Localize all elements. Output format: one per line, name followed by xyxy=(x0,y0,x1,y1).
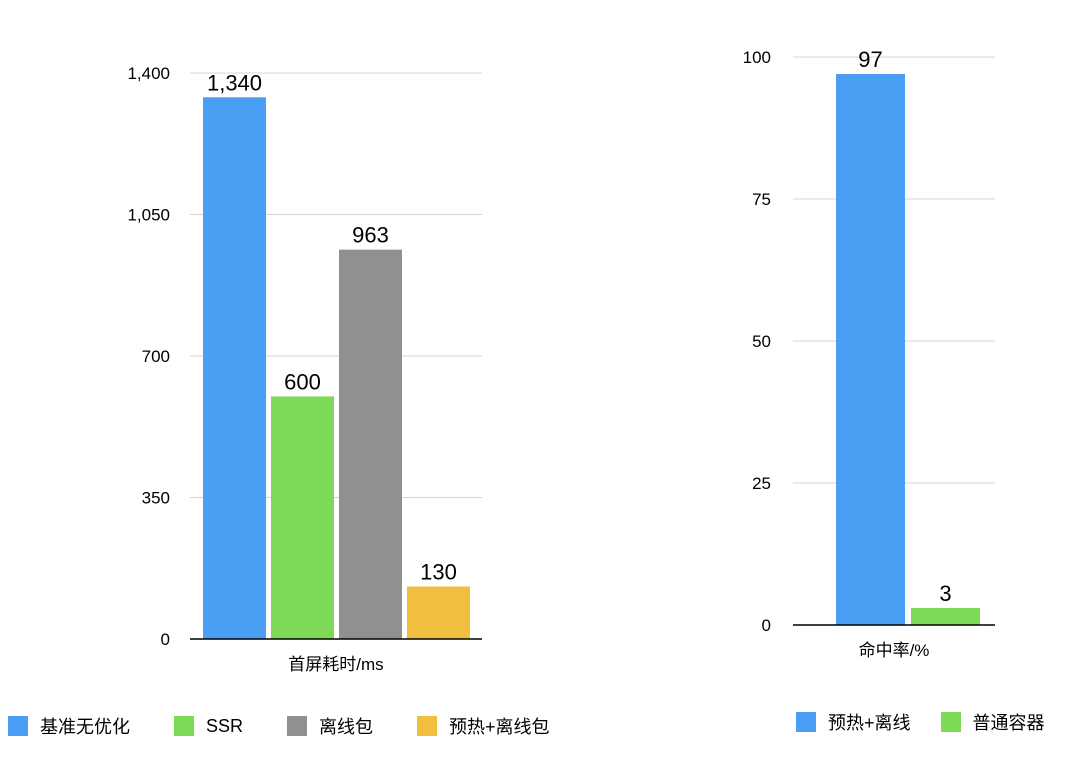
chart2-y-tick-label: 100 xyxy=(743,48,771,67)
chart1-y-tick-label: 1,050 xyxy=(127,206,170,225)
chart2-data-label: 97 xyxy=(858,47,882,72)
chart1-legend-swatch xyxy=(174,716,194,736)
chart2-data-label: 3 xyxy=(939,581,951,606)
chart1-bar xyxy=(407,586,470,639)
chart2-y-tick-label: 25 xyxy=(752,474,771,493)
chart1-bar xyxy=(339,249,402,639)
chart1-legend: 基准无优化 SSR 离线包 预热+离线包 xyxy=(8,713,550,739)
chart2-y-tick-label: 50 xyxy=(752,332,771,351)
chart2-legend-swatch xyxy=(940,712,961,732)
chart2-y-tick-label: 75 xyxy=(752,190,771,209)
chart1-legend-swatch xyxy=(8,716,28,736)
chart2-legend-item: 预热+离线 xyxy=(796,709,911,735)
chart2-y-tick-label: 0 xyxy=(762,616,771,635)
chart1-legend-label: 基准无优化 xyxy=(40,717,130,737)
chart1-bar xyxy=(271,396,334,639)
chart2-x-axis-label: 命中率/% xyxy=(859,641,930,660)
chart2-bar xyxy=(911,607,980,625)
chart1-legend-item: 基准无优化 xyxy=(8,713,130,739)
chart2-legend: 预热+离线 普通容器 xyxy=(796,709,1045,735)
chart1-data-label: 1,340 xyxy=(207,70,262,95)
chart2-legend-item: 普通容器 xyxy=(940,709,1045,735)
chart1-legend-item: 预热+离线包 xyxy=(417,713,550,739)
chart1-legend-swatch xyxy=(287,716,308,736)
chart1-y-tick-label: 350 xyxy=(142,489,170,508)
chart1-legend-item: SSR xyxy=(174,716,243,737)
chart1-legend-label: SSR xyxy=(206,715,244,736)
chart1-data-label: 130 xyxy=(420,559,457,584)
chart1-y-tick-label: 1,400 xyxy=(127,64,170,83)
chart1-x-axis-label: 首屏耗时/ms xyxy=(288,655,383,674)
chart1-bar xyxy=(203,97,266,639)
chart1-y-tick-label: 700 xyxy=(142,347,170,366)
chart2-legend-label: 预热+离线 xyxy=(828,713,911,733)
chart1-legend-label: 预热+离线包 xyxy=(449,717,550,737)
chart2-legend-swatch xyxy=(796,712,816,732)
chart1-legend-swatch xyxy=(417,716,438,736)
chart2-legend-label: 普通容器 xyxy=(972,713,1045,733)
chart1-data-label: 600 xyxy=(284,369,321,394)
chart1-y-tick-label: 0 xyxy=(161,630,170,649)
chart2-bar xyxy=(836,74,905,626)
chart1-legend-item: 离线包 xyxy=(287,713,373,739)
chart1-data-label: 963 xyxy=(352,223,389,248)
chart1-legend-label: 离线包 xyxy=(319,717,374,737)
